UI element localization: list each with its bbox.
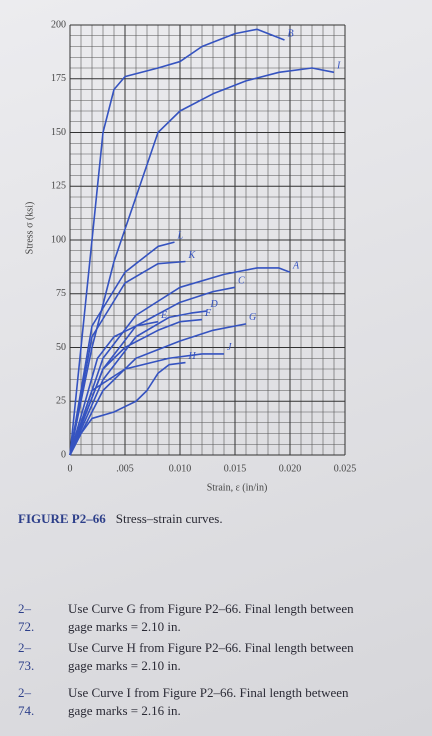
curve [69,318,203,456]
curve-label: D [210,299,219,310]
x-tick-label: 0.015 [224,463,247,474]
problem-number: 2–72. [18,601,35,634]
curve-label: F [204,308,212,319]
curve-label: B [288,28,294,39]
x-tick-label: 0 [68,463,73,474]
problem-line: gage marks = 2.10 in. [68,658,181,673]
x-axis-label: Strain, ε (in/in) [207,482,268,493]
curve-label: C [238,276,245,287]
x-tick-label: 0.025 [334,463,357,474]
caption-text: Stress–strain curves. [115,511,223,526]
problem-line: Use Curve H from Figure P2–66. Final len… [68,640,354,655]
y-tick-label: 200 [51,19,66,30]
y-tick-label: 175 [51,73,66,84]
problem-line: gage marks = 2.16 in. [68,703,181,718]
curve [69,67,335,456]
curve-label: E [160,310,167,321]
problem-line: Use Curve G from Figure P2–66. Final len… [68,601,354,616]
problem-number: 2–73. [18,640,35,673]
y-tick-label: 75 [56,288,66,299]
problem-text: Use Curve G from Figure P2–66. Final len… [68,600,428,636]
problem-line: gage marks = 2.10 in. [68,619,181,634]
y-tick-label: 50 [56,342,66,353]
curve [69,320,159,456]
curve-label: A [292,261,300,272]
problem-number: 2–74. [18,685,35,718]
chart: Stress σ (ksi) Strain, ε (in/in) 0 .005 0.… [24,19,357,493]
curve-label: K [188,250,197,261]
curve-label: H [188,351,197,362]
curve [69,260,186,456]
x-tick-label: 0.010 [169,463,192,474]
caption-label: FIGURE P2–66 [18,511,106,526]
curve-label: J [227,342,232,353]
y-axis-label: Stress σ (ksi) [24,202,35,255]
problem-line: Use Curve I from Figure P2–66. Final len… [68,685,349,700]
y-tick-label: 0 [61,449,66,460]
y-tick-label: 125 [51,181,66,192]
curve-label: G [249,312,256,323]
problem-text: Use Curve H from Figure P2–66. Final len… [68,639,428,675]
curve [69,241,175,456]
x-tick-label: 0.020 [279,463,302,474]
curve [69,267,291,456]
curve [69,28,285,456]
curve-label: L [177,230,184,241]
curve [69,353,224,456]
curve [69,310,208,456]
caption: FIGURE P2–66 Stress–strain curves. [18,511,223,527]
problem-text: Use Curve I from Figure P2–66. Final len… [68,684,428,720]
y-tick-label: 100 [51,234,66,245]
curve-label: I [336,61,341,72]
curve [69,323,247,456]
x-tick-label: .005 [116,463,134,474]
y-tick-label: 150 [51,127,66,138]
curve [69,361,186,456]
y-tick-label: 25 [56,396,66,407]
